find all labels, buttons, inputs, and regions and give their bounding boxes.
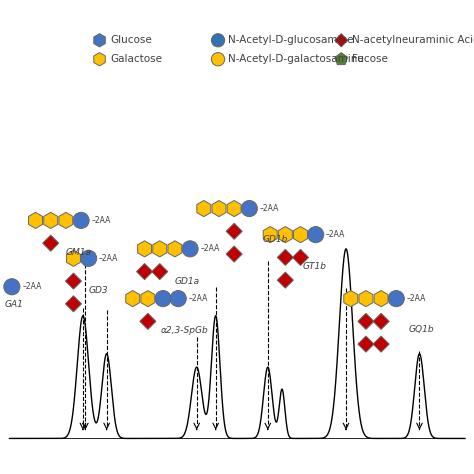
Polygon shape [197, 201, 211, 217]
Polygon shape [212, 201, 226, 217]
Polygon shape [277, 249, 293, 265]
Polygon shape [59, 212, 73, 228]
Text: GD1b: GD1b [262, 235, 288, 244]
Text: –2AA: –2AA [260, 204, 279, 213]
Circle shape [182, 241, 198, 257]
Text: –2AA: –2AA [201, 245, 220, 253]
Polygon shape [65, 296, 82, 312]
Polygon shape [28, 212, 43, 228]
Polygon shape [66, 250, 81, 266]
Circle shape [4, 279, 20, 295]
Text: –2AA: –2AA [189, 294, 208, 303]
Text: GD1a: GD1a [175, 277, 200, 285]
Circle shape [211, 53, 225, 66]
Text: α2,3-SpGb: α2,3-SpGb [161, 327, 209, 335]
Polygon shape [277, 272, 293, 288]
Polygon shape [335, 53, 347, 64]
Text: –2AA: –2AA [326, 230, 346, 239]
Polygon shape [226, 223, 242, 239]
Polygon shape [137, 241, 152, 257]
Text: Fucose: Fucose [352, 54, 388, 64]
Polygon shape [227, 201, 241, 217]
Polygon shape [140, 313, 156, 329]
Text: N-acetylneuraminic Acid: N-acetylneuraminic Acid [352, 35, 474, 46]
Polygon shape [168, 241, 182, 257]
Text: GM1a: GM1a [66, 248, 92, 257]
Polygon shape [226, 246, 242, 262]
Polygon shape [292, 249, 309, 265]
Polygon shape [94, 53, 105, 66]
Circle shape [241, 201, 257, 217]
Circle shape [308, 227, 324, 243]
Text: GA1: GA1 [5, 301, 24, 309]
Polygon shape [126, 291, 140, 307]
Circle shape [73, 212, 89, 228]
Polygon shape [153, 241, 167, 257]
Polygon shape [94, 34, 105, 47]
Polygon shape [373, 313, 389, 329]
Circle shape [155, 291, 171, 307]
Polygon shape [65, 273, 82, 289]
Polygon shape [43, 235, 59, 251]
Text: –2AA: –2AA [99, 254, 118, 263]
Polygon shape [358, 336, 374, 352]
Text: N-Acetyl-D-glucosamine: N-Acetyl-D-glucosamine [228, 35, 354, 46]
Polygon shape [137, 264, 153, 280]
Text: GT1b: GT1b [303, 263, 327, 271]
Polygon shape [374, 291, 388, 307]
Text: –2AA: –2AA [22, 283, 42, 291]
Text: –2AA: –2AA [407, 294, 426, 303]
Polygon shape [293, 227, 308, 243]
Text: Galactose: Galactose [110, 54, 162, 64]
Text: –2AA: –2AA [91, 216, 111, 225]
Circle shape [81, 250, 97, 266]
Polygon shape [344, 291, 358, 307]
Text: Glucose: Glucose [110, 35, 152, 46]
Polygon shape [263, 227, 277, 243]
Polygon shape [44, 212, 58, 228]
Polygon shape [278, 227, 292, 243]
Polygon shape [335, 34, 348, 47]
Circle shape [388, 291, 404, 307]
Circle shape [211, 34, 225, 47]
Polygon shape [152, 264, 168, 280]
Polygon shape [359, 291, 373, 307]
Text: GQ1b: GQ1b [409, 325, 435, 334]
Text: N-Acetyl-D-galactosamine: N-Acetyl-D-galactosamine [228, 54, 364, 64]
Polygon shape [141, 291, 155, 307]
Circle shape [170, 291, 186, 307]
Text: GD3: GD3 [89, 286, 108, 295]
Polygon shape [373, 336, 389, 352]
Polygon shape [358, 313, 374, 329]
